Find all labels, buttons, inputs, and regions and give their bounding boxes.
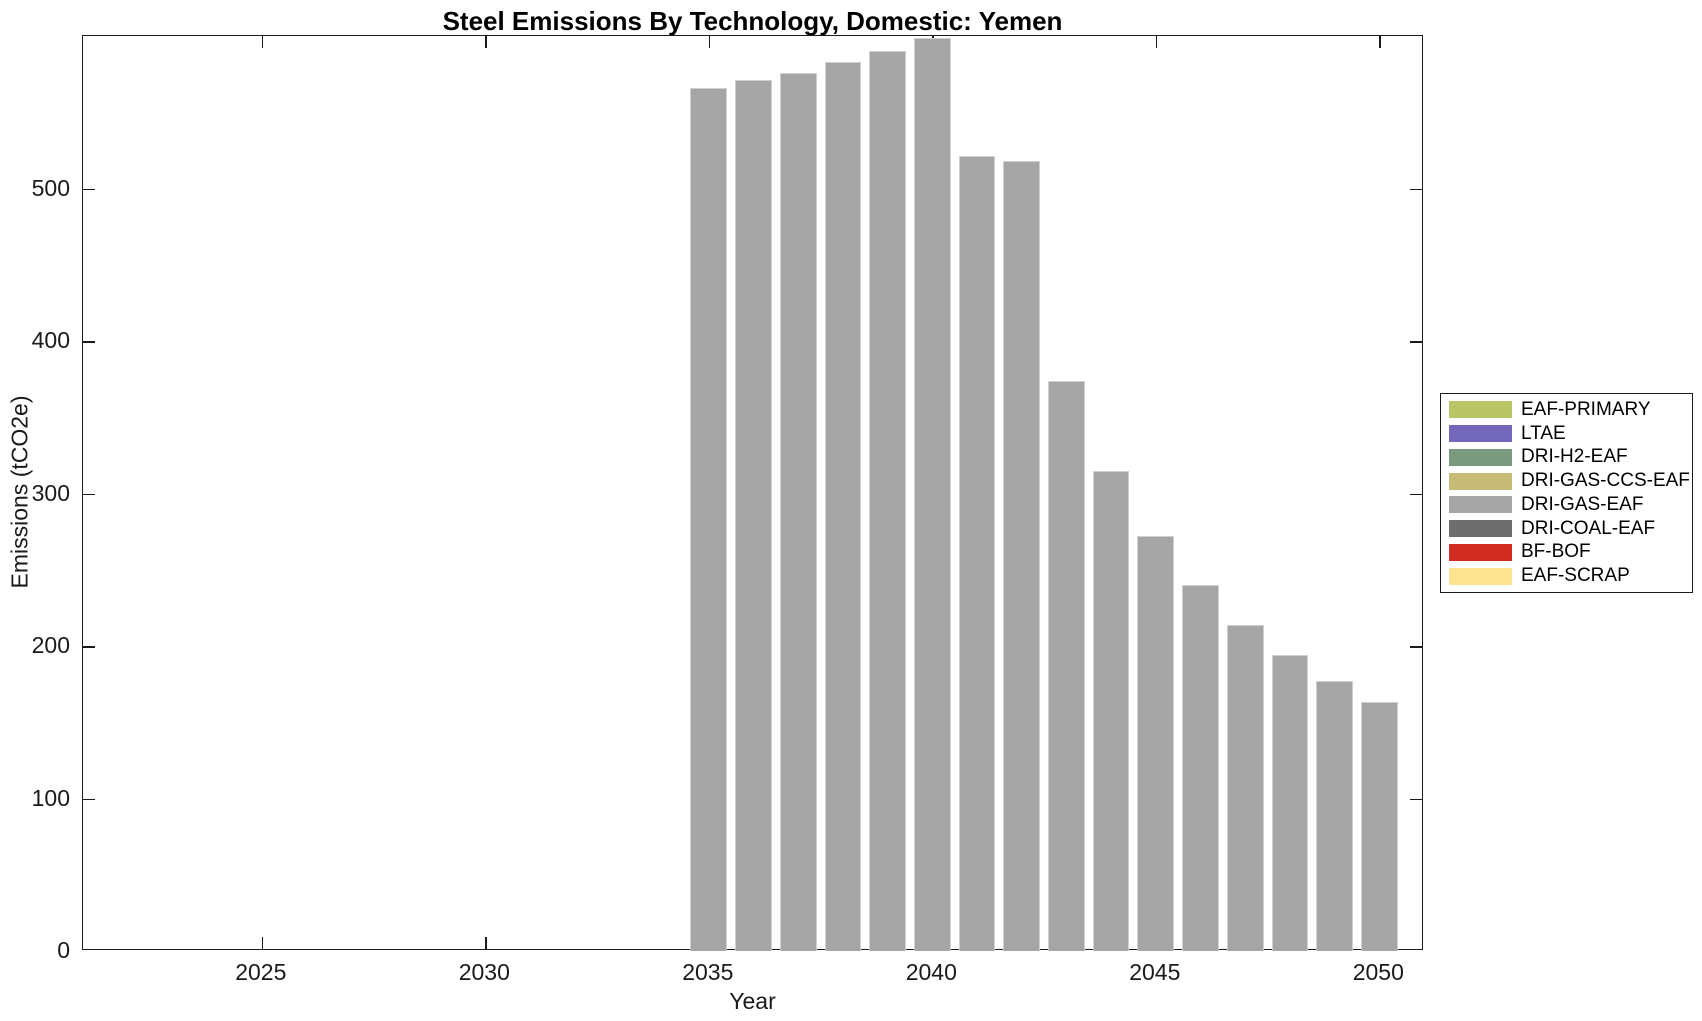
legend-item-dri-gas-eaf: DRI-GAS-EAF bbox=[1441, 493, 1692, 517]
legend-item-bf-bof: BF-BOF bbox=[1441, 541, 1692, 565]
y-tick-mark-right bbox=[1410, 798, 1422, 800]
bar-2036 bbox=[735, 80, 772, 951]
legend-swatch bbox=[1449, 496, 1512, 514]
y-tick-label: 500 bbox=[31, 174, 70, 201]
y-tick-mark bbox=[83, 188, 95, 190]
bar-2041 bbox=[958, 156, 996, 951]
legend-swatch bbox=[1449, 472, 1512, 490]
legend-label: DRI-GAS-CCS-EAF bbox=[1521, 470, 1690, 492]
legend-label: BF-BOF bbox=[1521, 541, 1591, 563]
bar-2037 bbox=[779, 72, 817, 951]
x-tick-label: 2050 bbox=[1352, 959, 1404, 985]
legend-item-ltae: LTAE bbox=[1441, 422, 1692, 446]
y-tick-mark bbox=[83, 493, 95, 495]
y-tick-mark bbox=[83, 798, 95, 800]
y-tick-mark-right bbox=[1410, 188, 1422, 190]
legend-swatch bbox=[1449, 448, 1512, 466]
bar-2035 bbox=[690, 87, 728, 951]
bar-2047 bbox=[1226, 624, 1264, 951]
x-tick-mark bbox=[261, 937, 264, 949]
bar-2043 bbox=[1048, 380, 1085, 951]
bar-2038 bbox=[824, 61, 862, 951]
x-tick-mark-top bbox=[261, 36, 264, 48]
bar-2050 bbox=[1360, 702, 1398, 951]
x-tick-mark-top bbox=[1379, 36, 1381, 48]
x-tick-mark-top bbox=[485, 36, 487, 48]
x-tick-mark bbox=[485, 937, 487, 949]
legend-swatch bbox=[1449, 520, 1512, 538]
x-tick-label: 2025 bbox=[235, 959, 287, 985]
bar-2040 bbox=[913, 37, 951, 951]
x-tick-label: 2035 bbox=[682, 959, 734, 985]
x-tick-mark-top bbox=[1155, 36, 1158, 48]
x-tick-label: 2045 bbox=[1129, 959, 1181, 985]
bar-2042 bbox=[1003, 161, 1040, 951]
x-tick-label: 2030 bbox=[458, 959, 510, 985]
legend-label: DRI-COAL-EAF bbox=[1521, 517, 1656, 539]
x-axis-label: Year bbox=[729, 988, 776, 1014]
y-tick-label: 0 bbox=[57, 937, 70, 963]
x-tick-mark-top bbox=[708, 36, 711, 48]
x-tick-label: 2040 bbox=[905, 959, 957, 985]
y-tick-mark bbox=[83, 341, 95, 343]
y-tick-mark-right bbox=[1410, 493, 1422, 495]
y-tick-label: 100 bbox=[31, 784, 70, 811]
bar-2045 bbox=[1137, 536, 1175, 951]
legend-item-dri-h2-eaf: DRI-H2-EAF bbox=[1441, 446, 1692, 470]
legend-swatch bbox=[1449, 543, 1512, 561]
legend-label: DRI-GAS-EAF bbox=[1521, 493, 1644, 515]
legend-swatch bbox=[1449, 425, 1512, 443]
bar-2039 bbox=[869, 51, 906, 951]
legend-swatch bbox=[1449, 567, 1512, 585]
y-tick-mark-right bbox=[1410, 646, 1422, 648]
legend: EAF-PRIMARY LTAE DRI-H2-EAF DRI-GAS-CCS-EAF… bbox=[1440, 393, 1693, 593]
bar-2044 bbox=[1092, 470, 1130, 951]
legend-item-eaf-scrap: EAF-SCRAP bbox=[1441, 564, 1692, 588]
y-tick-mark bbox=[83, 646, 95, 648]
y-tick-label: 300 bbox=[31, 479, 70, 506]
legend-swatch bbox=[1449, 401, 1512, 419]
legend-label: EAF-PRIMARY bbox=[1521, 398, 1651, 420]
bar-2048 bbox=[1271, 655, 1309, 951]
bar-2049 bbox=[1316, 681, 1353, 951]
legend-label: EAF-SCRAP bbox=[1521, 565, 1630, 587]
legend-label: DRI-H2-EAF bbox=[1521, 446, 1628, 468]
y-tick-label: 200 bbox=[31, 632, 70, 658]
bar-2046 bbox=[1182, 585, 1219, 951]
y-tick-label: 400 bbox=[31, 327, 70, 353]
plot-area bbox=[82, 35, 1423, 951]
legend-item-dri-gas-ccs-eaf: DRI-GAS-CCS-EAF bbox=[1441, 469, 1692, 493]
legend-label: LTAE bbox=[1521, 422, 1566, 444]
chart-title: Steel Emissions By Technology, Domestic:… bbox=[442, 6, 1063, 36]
legend-item-dri-coal-eaf: DRI-COAL-EAF bbox=[1441, 517, 1692, 541]
y-tick-mark-right bbox=[1410, 341, 1422, 343]
legend-item-eaf-primary: EAF-PRIMARY bbox=[1441, 398, 1692, 422]
